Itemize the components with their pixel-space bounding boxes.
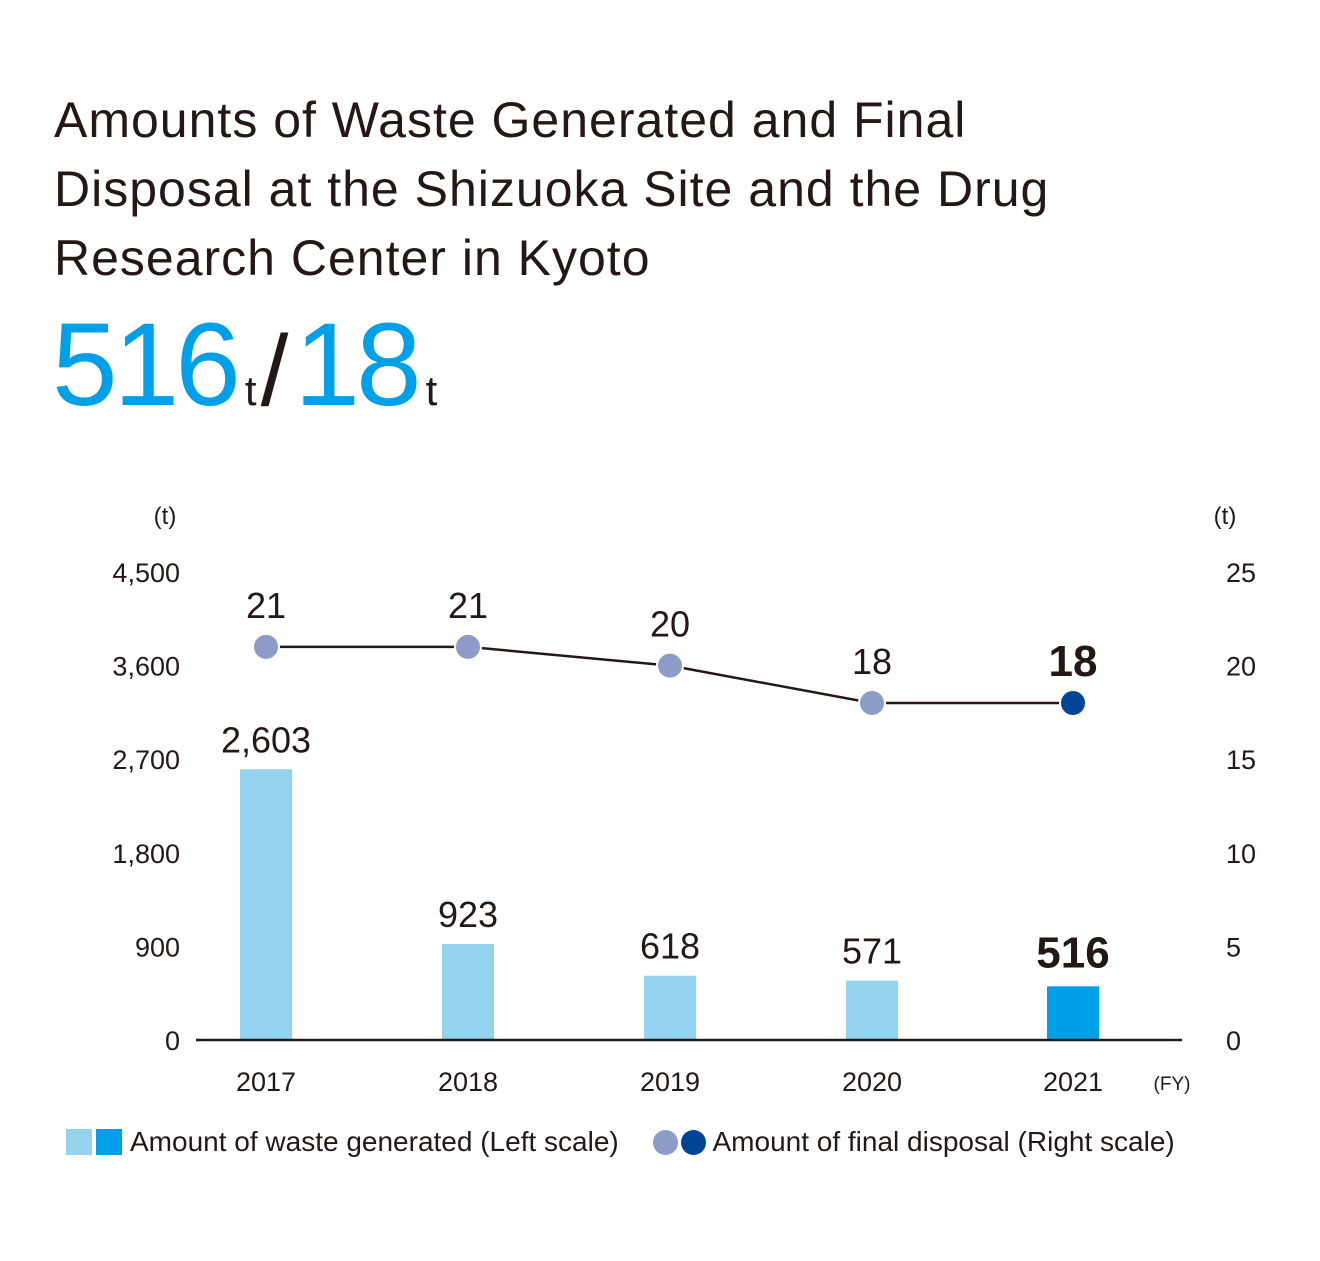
title-line-3: Research Center in Kyoto — [54, 230, 651, 286]
point-value-label-2018: 21 — [448, 585, 488, 626]
bar-waste-2020 — [846, 980, 898, 1040]
right-tick-label: 20 — [1226, 652, 1256, 682]
right-tick-label: 0 — [1226, 1026, 1241, 1056]
left-tick-label: 900 — [135, 932, 180, 962]
left-tick-label: 4,500 — [112, 558, 180, 588]
left-axis-unit: (t) — [154, 503, 177, 530]
left-tick-label: 1,800 — [112, 839, 180, 869]
legend-label-waste: Amount of waste generated (Left scale) — [130, 1126, 619, 1157]
legend-item-waste: Amount of waste generated (Left scale) — [66, 1122, 619, 1162]
page-title: Amounts of Waste Generated and Final Dis… — [54, 86, 1254, 293]
point-value-label-2020: 18 — [852, 641, 892, 682]
legend-swatch-current — [96, 1129, 122, 1155]
left-tick-label: 0 — [165, 1026, 180, 1056]
point-disposal-2021 — [1059, 689, 1087, 718]
point-disposal-2018 — [454, 632, 482, 661]
x-tick-label-2021: 2021 — [1043, 1067, 1103, 1097]
bar-waste-2017 — [240, 769, 292, 1040]
legend-dot-current — [680, 1130, 706, 1155]
point-disposal-2020 — [858, 689, 886, 718]
headline-waste-unit: t — [244, 367, 257, 414]
right-tick-label: 10 — [1226, 839, 1256, 869]
headline-disposal-unit: t — [425, 367, 438, 414]
left-tick-label: 2,700 — [112, 745, 180, 775]
x-tick-label-2017: 2017 — [236, 1067, 296, 1097]
legend-swatch-past — [66, 1129, 92, 1155]
right-tick-label: 15 — [1226, 745, 1256, 775]
bar-waste-2019 — [644, 975, 696, 1040]
bar-waste-2018 — [442, 944, 494, 1040]
bar-value-label-2020: 571 — [842, 931, 902, 972]
headline-disposal-value: 18 — [294, 299, 421, 431]
chart-legend: Amount of waste generated (Left scale) A… — [66, 1122, 1175, 1162]
title-line-2: Disposal at the Shizuoka Site and the Dr… — [54, 161, 1050, 217]
bar-value-label-2021: 516 — [1036, 928, 1109, 977]
point-disposal-2017 — [252, 632, 280, 661]
x-tick-label-2018: 2018 — [438, 1067, 498, 1097]
bar-value-label-2018: 923 — [438, 894, 498, 935]
bar-value-label-2017: 2,603 — [221, 719, 311, 760]
right-tick-label: 5 — [1226, 932, 1241, 962]
bar-value-label-2019: 618 — [640, 926, 700, 967]
x-tick-label-2020: 2020 — [842, 1067, 902, 1097]
legend-dot-past — [652, 1130, 678, 1155]
legend-label-disposal: Amount of final disposal (Right scale) — [712, 1126, 1175, 1157]
right-tick-label: 25 — [1226, 558, 1256, 588]
right-axis-unit: (t) — [1214, 503, 1237, 530]
x-axis-unit: (FY) — [1154, 1074, 1191, 1095]
headline-separator: / — [260, 315, 289, 427]
point-value-label-2017: 21 — [246, 585, 286, 626]
point-value-label-2019: 20 — [650, 604, 690, 645]
headline-figures: 516 t/18 t — [52, 300, 441, 430]
point-disposal-2019 — [656, 651, 684, 680]
headline-waste-value: 516 — [52, 299, 241, 431]
legend-item-disposal: Amount of final disposal (Right scale) — [652, 1122, 1175, 1162]
title-line-1: Amounts of Waste Generated and Final — [54, 92, 967, 148]
point-value-label-2021: 18 — [1049, 637, 1098, 686]
bar-waste-2021 — [1047, 986, 1099, 1040]
x-tick-label-2019: 2019 — [640, 1067, 700, 1097]
left-tick-label: 3,600 — [112, 652, 180, 682]
